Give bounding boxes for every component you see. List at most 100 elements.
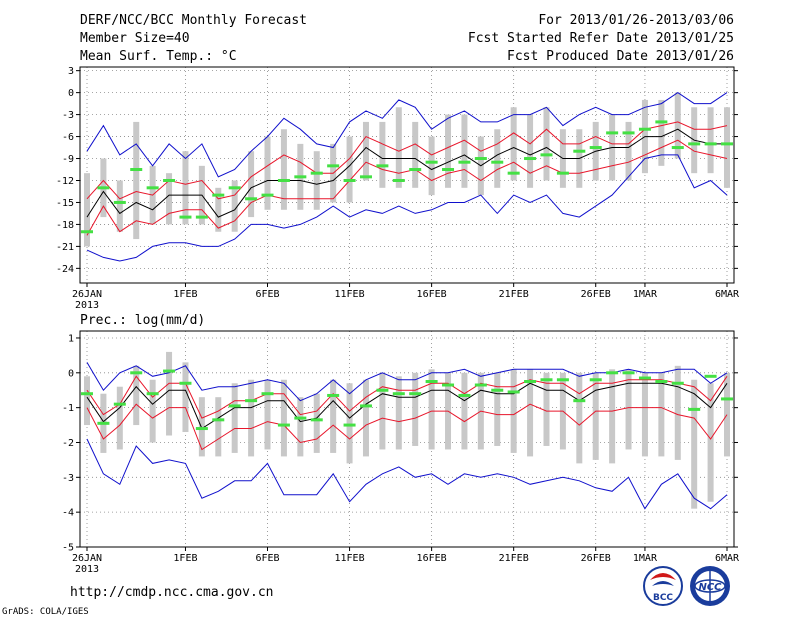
- spread-box: [330, 379, 337, 453]
- observation-mark: [458, 393, 471, 397]
- observation-mark: [474, 383, 487, 387]
- spread-box: [84, 173, 90, 247]
- spread-box: [428, 369, 435, 450]
- spread-box: [264, 136, 271, 210]
- y-tick-label: -18: [56, 220, 74, 231]
- observation-mark: [409, 392, 422, 396]
- observation-mark: [392, 178, 405, 182]
- chart-title: DERF/NCC/BCC Monthly Forecast: [80, 13, 307, 28]
- ensemble-mean-line: [86, 382, 728, 430]
- x-tick-label: 11FEB: [335, 289, 365, 300]
- spread-box: [461, 114, 468, 188]
- x-tick-label: 26FEB: [581, 553, 611, 564]
- observation-mark: [409, 168, 422, 172]
- spread-box: [625, 121, 632, 181]
- spread-box: [576, 372, 583, 464]
- grads-credit: GrADS: COLA/IGES: [2, 607, 89, 617]
- observation-mark: [573, 149, 586, 153]
- observation-mark: [310, 171, 323, 175]
- observation-mark: [721, 397, 733, 401]
- x-tick-label: 11FEB: [335, 553, 365, 564]
- forecast-period: For 2013/01/26-2013/03/06: [538, 13, 734, 28]
- max-line: [86, 91, 728, 178]
- spread-box: [166, 351, 173, 436]
- spread-box: [264, 379, 271, 450]
- x-tick-year-label: 2013: [75, 300, 99, 311]
- observation-mark: [425, 380, 438, 384]
- spread-box: [297, 397, 304, 457]
- observation-mark: [245, 399, 258, 403]
- observation-mark: [638, 376, 651, 380]
- observation-mark: [195, 215, 208, 219]
- spread-box: [510, 107, 517, 181]
- x-tick-label: 1FEB: [173, 289, 197, 300]
- spread-box: [625, 369, 632, 450]
- observation-mark: [392, 392, 405, 396]
- observation-mark: [310, 418, 323, 422]
- spread-box: [658, 372, 665, 457]
- y-tick-label: 0: [68, 88, 74, 99]
- observation-mark: [195, 427, 208, 431]
- observation-mark: [688, 407, 701, 411]
- spread-box: [674, 365, 681, 460]
- y-tick-label: -21: [56, 242, 74, 253]
- plot-frame: [79, 330, 735, 548]
- observation-mark: [113, 200, 126, 204]
- spread-box: [182, 362, 189, 433]
- spread-box: [280, 379, 287, 457]
- observation-mark: [704, 142, 717, 146]
- observation-mark: [540, 153, 553, 157]
- observation-mark: [130, 371, 143, 375]
- x-tick-label: 6MAR: [715, 289, 740, 300]
- spread-box: [395, 376, 402, 450]
- x-tick-label: 16FEB: [417, 289, 447, 300]
- temp-panel-title: Mean Surf. Temp.: °C: [80, 49, 237, 64]
- member-size: Member Size=40: [80, 31, 190, 46]
- spread-box: [395, 107, 402, 188]
- spread-box: [116, 386, 123, 450]
- observation-mark: [556, 171, 569, 175]
- spread-box: [707, 107, 714, 174]
- observation-mark: [261, 392, 274, 396]
- spread-box: [412, 372, 419, 446]
- observation-mark: [622, 371, 635, 375]
- y-tick-label: -3: [62, 110, 74, 121]
- observation-mark: [327, 393, 340, 397]
- observation-mark: [245, 197, 258, 201]
- upper-spread-line: [86, 375, 728, 419]
- y-tick-label: 3: [68, 66, 74, 77]
- max-line: [86, 362, 728, 402]
- observation-mark: [359, 175, 372, 179]
- forecast-start-date: Fcst Started Refer Date 2013/01/25: [468, 31, 734, 46]
- observation-mark: [589, 378, 602, 382]
- bcc-logo-text: BCC: [653, 593, 673, 603]
- observation-mark: [146, 186, 159, 190]
- spread-box: [346, 383, 353, 464]
- observation-mark: [655, 380, 668, 384]
- source-url[interactable]: http://cmdp.ncc.cma.gov.cn: [70, 585, 274, 600]
- y-tick-label: -24: [56, 264, 74, 275]
- y-tick-label: -12: [56, 176, 74, 187]
- spread-box: [527, 369, 534, 457]
- observation-mark: [294, 416, 307, 420]
- spread-box: [215, 397, 222, 457]
- spread-box: [428, 136, 435, 196]
- ncc-logo-text: NCC: [698, 582, 722, 593]
- spread-box: [379, 121, 386, 188]
- observation-mark: [294, 175, 307, 179]
- spread-box: [592, 372, 599, 460]
- observation-mark: [524, 380, 537, 384]
- x-tick-label: 6FEB: [255, 289, 279, 300]
- observation-mark: [606, 131, 619, 135]
- spread-box: [133, 121, 140, 240]
- spread-box: [182, 151, 189, 225]
- spread-box: [412, 121, 419, 188]
- y-tick-label: -5: [62, 543, 74, 554]
- x-tick-label: 1FEB: [173, 553, 197, 564]
- observation-mark: [277, 178, 290, 182]
- observation-mark: [704, 374, 717, 378]
- observation-mark: [277, 423, 290, 427]
- observation-mark: [81, 392, 93, 396]
- spread-box: [313, 151, 320, 210]
